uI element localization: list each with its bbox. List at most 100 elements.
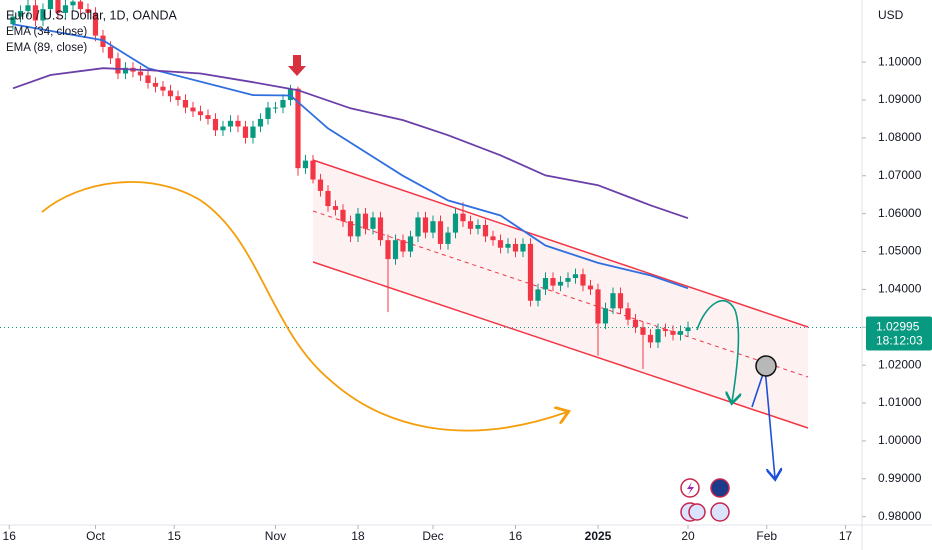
event-icon-glyph [687,482,694,495]
candle-body [550,278,556,286]
candle-body [302,160,309,169]
candle-body [535,289,541,301]
cycle-curve [41,181,567,432]
candle-body [640,327,646,335]
candle-body [250,126,256,138]
event-icon[interactable] [710,478,730,498]
candle-body [475,225,481,229]
candle-body [572,274,579,279]
candle-body [685,327,691,332]
candle-body [670,331,676,335]
candle-body [565,278,571,282]
candle-body [362,213,369,229]
candle-body [437,221,444,244]
legend-entry: EMA (34, close) [6,26,87,38]
candle-body [62,5,69,13]
candle-body [235,120,241,127]
candle-body [85,9,91,13]
x-tick-label: 20 [681,529,695,543]
candle-body [460,213,466,222]
x-tick-label: 18 [351,529,365,543]
candle-body [542,278,549,290]
event-icon[interactable] [688,503,706,521]
candle-body [287,88,294,100]
candle-body [10,16,16,25]
y-tick-label: 0.99000 [878,471,922,485]
candle-body [40,9,46,21]
candle-body [220,126,226,131]
candle-body [340,209,346,222]
candle-body [520,243,526,252]
candle-body [497,240,504,248]
y-tick-label: 1.00000 [878,433,922,447]
candle-body [107,46,114,59]
y-tick-label: 1.07000 [878,168,922,182]
last-price-label: 1.02995 [876,320,920,334]
candle-body [317,179,324,191]
candle-body [160,86,166,91]
candle-body [595,289,601,324]
candle-body [152,82,159,87]
x-tick-label: Feb [756,529,777,543]
candle-body [490,236,496,241]
candle-body [347,221,354,237]
symbol-title: Euro / U.S. Dollar, 1D, OANDA [6,8,178,22]
candle-body [272,107,279,109]
legend-entry: EMA (89, close) [6,42,87,54]
candle-body [280,100,286,108]
candle-body [295,88,301,169]
x-tick-label: 16 [3,529,17,543]
ema-line [12,23,689,290]
candle-body [422,217,429,233]
candle-body [662,329,669,332]
candle-body [610,293,616,309]
candle-body [325,190,331,207]
candle-body [407,236,414,252]
channel-fill [313,160,808,428]
candle-body [377,217,384,241]
x-tick-label: Nov [265,529,286,543]
candle-body [452,213,459,233]
candle-body [482,225,489,237]
candle-body [587,285,594,290]
projection-arrow [696,299,738,402]
candle-body [205,115,211,119]
candle-body [32,5,39,21]
candle-body [392,240,399,260]
event-icons [680,478,730,522]
candle-body [557,281,564,286]
y-tick-label: 1.08000 [878,130,922,144]
candle-body [602,308,609,324]
plot [0,0,862,369]
candle-body [167,90,174,97]
candle-body [625,308,631,320]
y-tick-label: 1.09000 [878,92,922,106]
candle-body [145,75,151,83]
candle-body [445,232,451,244]
candle-body [47,0,54,10]
y-tick-label: 1.06000 [878,206,922,220]
candle-body [527,243,534,301]
candle-body [632,319,639,328]
y-tick-label: 1.01000 [878,395,922,409]
target-circle [755,355,777,377]
y-tick-label: 1.05000 [878,244,922,258]
candle-body [190,107,196,112]
candle-body [92,12,99,36]
candle-body [647,334,654,343]
candle-body [137,71,144,76]
event-icon[interactable] [710,502,730,522]
candle-body [355,213,361,237]
candle-body [175,96,181,100]
currency-label: USD [878,8,904,22]
y-tick-label: 0.98000 [878,509,922,523]
x-tick-label: 16 [509,529,523,543]
candle-body [430,221,436,233]
candle-body [370,217,376,229]
candle-body [467,221,474,229]
candle-body [227,120,234,127]
x-tick-label: 2025 [585,529,612,543]
candle-body [55,0,61,13]
candle-body [512,243,519,252]
x-tick-label: 15 [168,529,182,543]
